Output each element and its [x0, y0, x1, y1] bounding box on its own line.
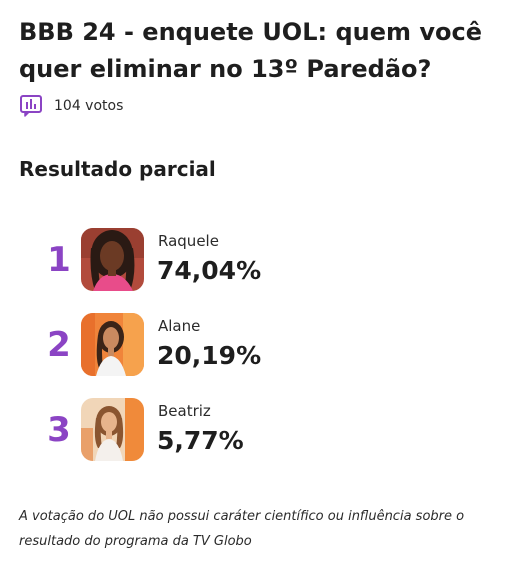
votes-count: 104 votos: [19, 94, 123, 118]
votes-text: 104 votos: [54, 98, 124, 114]
results-heading: Resultado parcial: [19, 157, 216, 181]
results-list: 1 Raquele 74,04% 2: [0, 228, 522, 483]
bar-chart-icon: [19, 94, 43, 118]
candidate-percent: 20,19%: [157, 341, 262, 370]
candidate-percent: 74,04%: [157, 256, 262, 285]
candidate-name: Beatriz: [158, 402, 211, 420]
rank-number: 3: [47, 410, 71, 450]
candidate-name: Raquele: [158, 232, 219, 250]
disclaimer: A votação do UOL não possui caráter cien…: [19, 509, 465, 549]
avatar-beatriz: [81, 398, 144, 461]
result-item: 3 Beatriz 5,77%: [0, 398, 522, 462]
result-item: 1 Raquele 74,04%: [0, 228, 522, 292]
candidate-name: Alane: [158, 317, 201, 335]
poll-title: BBB 24 - enquete UOL: quem você quer eli…: [19, 18, 482, 83]
avatar-alane: [81, 313, 144, 376]
candidate-percent: 5,77%: [157, 426, 244, 455]
result-item: 2 Alane 20,19%: [0, 313, 522, 377]
rank-number: 1: [47, 240, 71, 280]
rank-number: 2: [47, 325, 71, 365]
avatar-raquele: [81, 228, 144, 291]
